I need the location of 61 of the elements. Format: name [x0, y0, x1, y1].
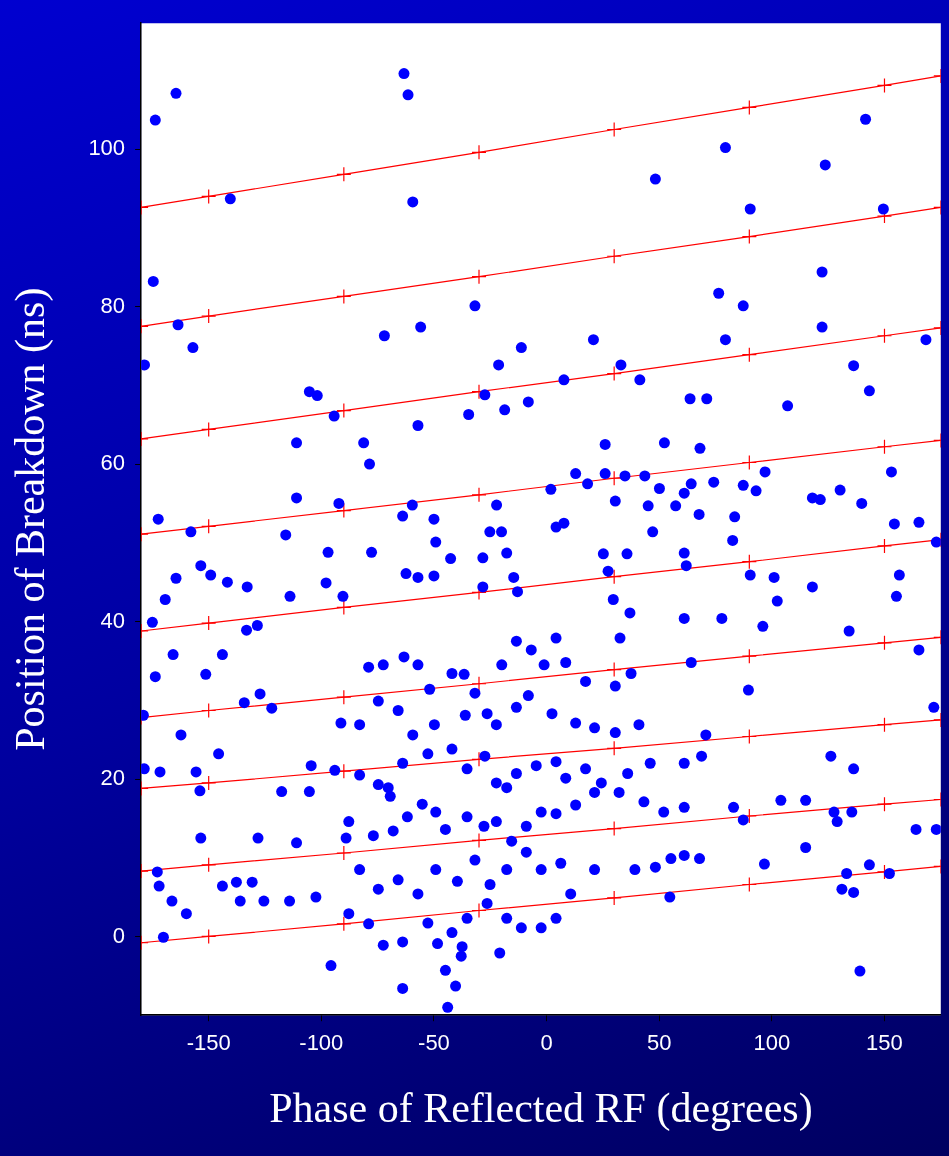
x-tick-label: 100 — [753, 1030, 791, 1056]
point — [471, 487, 487, 503]
point — [741, 728, 757, 745]
point — [471, 269, 487, 285]
point — [741, 876, 757, 893]
point — [471, 832, 487, 849]
point — [336, 288, 352, 304]
point — [336, 916, 352, 932]
point — [471, 902, 487, 919]
point — [201, 775, 217, 791]
y-tick-label: 100 — [88, 135, 126, 161]
y-tick-label: 40 — [100, 607, 126, 633]
point — [876, 328, 893, 344]
point — [606, 365, 622, 382]
point — [606, 740, 622, 756]
point — [606, 248, 622, 264]
point — [606, 890, 622, 906]
point — [336, 402, 352, 419]
y-tick-label: 60 — [100, 450, 126, 476]
y-tick-label: 20 — [100, 765, 126, 791]
point — [876, 77, 893, 93]
x-tick-label: -150 — [186, 1030, 231, 1056]
point — [201, 308, 217, 324]
x-tick-label: 0 — [540, 1030, 553, 1056]
point — [201, 615, 217, 631]
point — [741, 554, 757, 570]
x-tick-label: -100 — [299, 1030, 344, 1056]
point — [336, 689, 352, 705]
point — [201, 928, 217, 945]
point — [606, 470, 622, 486]
point — [606, 661, 622, 678]
point — [876, 796, 893, 812]
point — [876, 439, 893, 455]
x-tick-label: -50 — [418, 1030, 450, 1056]
point — [201, 857, 217, 873]
point — [876, 717, 893, 733]
y-axis-title: Position of Breakdown (ns) — [7, 287, 55, 751]
point — [606, 821, 622, 837]
point — [741, 228, 757, 245]
point — [741, 99, 757, 116]
point — [336, 845, 352, 861]
x-tick-label: 150 — [866, 1030, 903, 1056]
point — [201, 702, 217, 719]
y-tick-label: 80 — [100, 292, 126, 318]
x-tick-label: 50 — [646, 1030, 672, 1056]
x-axis-title: Phase of Reflected RF (degrees) — [269, 1084, 813, 1132]
point — [876, 538, 893, 554]
point — [606, 121, 622, 138]
point — [471, 676, 487, 692]
point — [741, 454, 757, 471]
point — [741, 648, 757, 664]
point — [471, 144, 487, 160]
point — [606, 569, 622, 585]
y-tick-label: 0 — [112, 922, 126, 948]
point — [336, 166, 352, 182]
point — [336, 599, 352, 615]
point — [741, 347, 757, 363]
point — [201, 188, 217, 205]
point — [201, 518, 217, 534]
point — [876, 635, 893, 651]
point — [201, 421, 217, 438]
